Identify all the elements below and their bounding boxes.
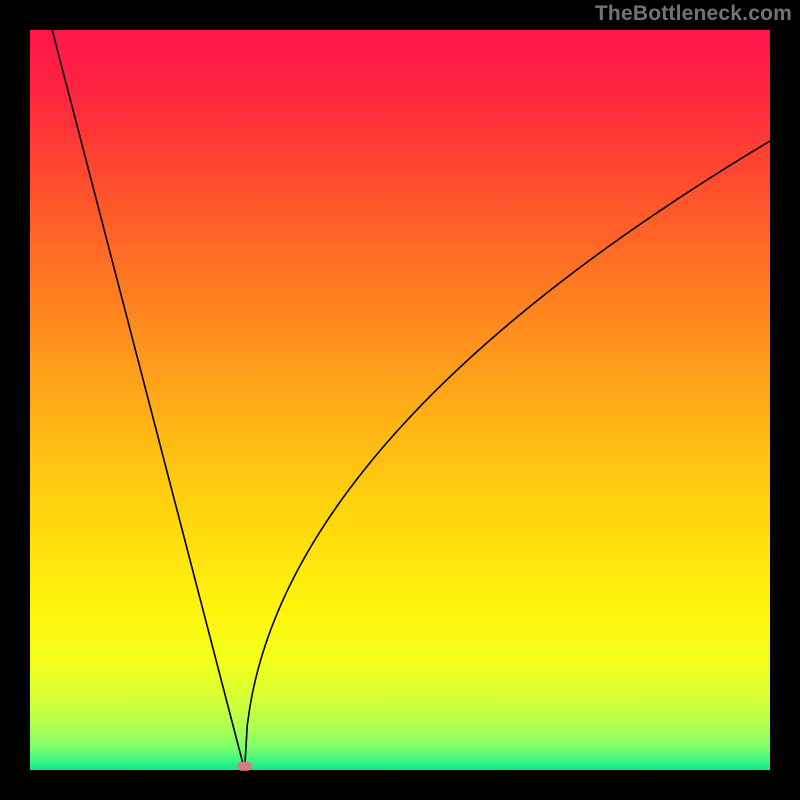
chart-container: TheBottleneck.com [0, 0, 800, 800]
bottleneck-chart [0, 0, 800, 800]
watermark-text: TheBottleneck.com [595, 2, 792, 26]
plot-background [30, 30, 770, 770]
cusp-marker [238, 762, 252, 770]
